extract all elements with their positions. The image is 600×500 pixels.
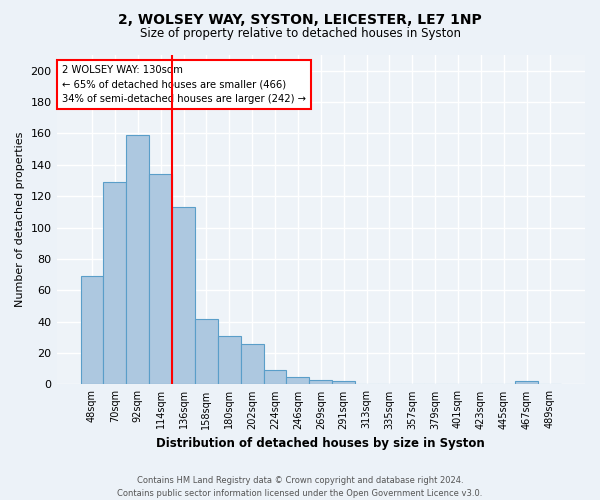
Bar — [241, 344, 263, 384]
Text: Size of property relative to detached houses in Syston: Size of property relative to detached ho… — [139, 28, 461, 40]
Bar — [149, 174, 172, 384]
Bar — [286, 376, 310, 384]
Text: Contains HM Land Registry data © Crown copyright and database right 2024.
Contai: Contains HM Land Registry data © Crown c… — [118, 476, 482, 498]
Y-axis label: Number of detached properties: Number of detached properties — [15, 132, 25, 308]
Text: 2 WOLSEY WAY: 130sqm
← 65% of detached houses are smaller (466)
34% of semi-deta: 2 WOLSEY WAY: 130sqm ← 65% of detached h… — [62, 65, 306, 104]
Bar — [172, 207, 195, 384]
Bar — [127, 135, 149, 384]
Bar — [195, 318, 218, 384]
X-axis label: Distribution of detached houses by size in Syston: Distribution of detached houses by size … — [157, 437, 485, 450]
Bar — [263, 370, 286, 384]
Bar — [103, 182, 127, 384]
Bar — [310, 380, 332, 384]
Text: 2, WOLSEY WAY, SYSTON, LEICESTER, LE7 1NP: 2, WOLSEY WAY, SYSTON, LEICESTER, LE7 1N… — [118, 12, 482, 26]
Bar — [332, 382, 355, 384]
Bar — [515, 382, 538, 384]
Bar — [218, 336, 241, 384]
Bar — [80, 276, 103, 384]
